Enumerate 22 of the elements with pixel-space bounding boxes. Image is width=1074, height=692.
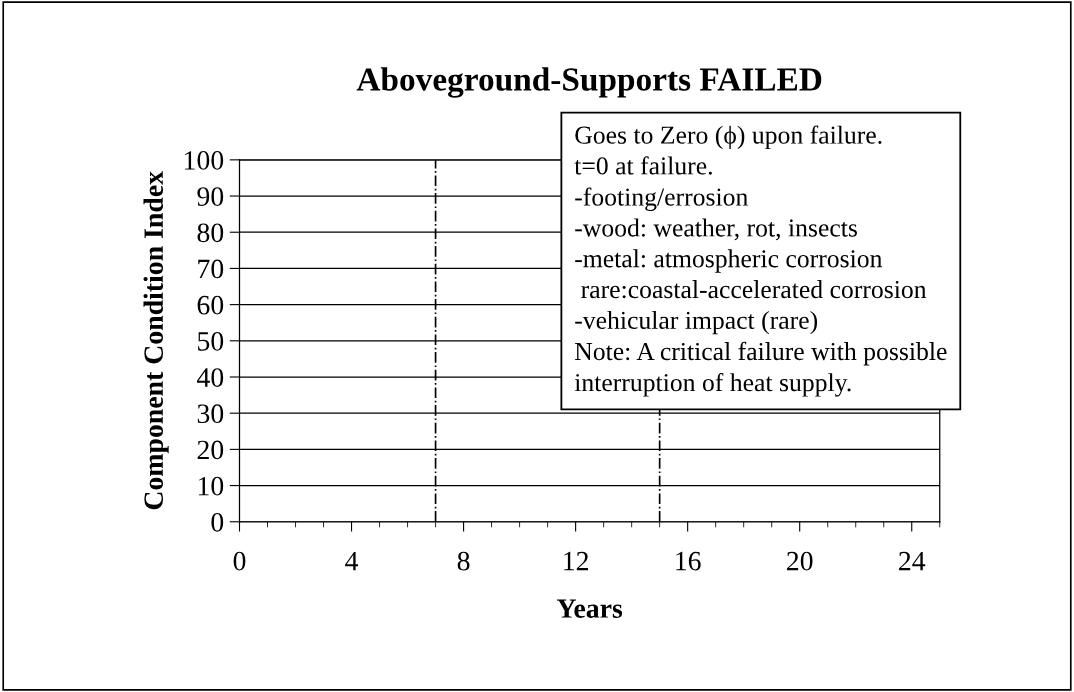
y-tick-label: 0 (211, 512, 224, 532)
text: Goes to Zero (ϕ) upon failure. t=0 at failure. -footing/errosion -wood: weather, rot, insects -metal: atmospheric corrosion rare:coastal-accelerated corrosion -vehicular impact (rare) Note: A critical failure with possible interruption of heat supply. (574, 125, 947, 397)
y-tick-label: 100 (185, 151, 224, 170)
y-tick-label: 80 (197, 223, 224, 243)
y-tick-label: 60 (197, 295, 224, 315)
y-tick-label: 20 (197, 440, 224, 460)
x-tick-label: 4 (345, 551, 359, 571)
y-tick-label: 40 (196, 368, 224, 387)
x-tick-label: 20 (787, 551, 813, 571)
chart-title: Aboveground-Supports FAILED (356, 67, 822, 98)
x-tick-label: 24 (899, 551, 926, 571)
y-tick-label: 50 (198, 331, 224, 351)
y-tick-label: 70 (198, 259, 224, 279)
x-tick-label: 16 (676, 551, 701, 571)
x-tick-label: 0 (233, 551, 246, 571)
x-tick-label: 8 (457, 551, 470, 571)
x-tick-label: 12 (564, 551, 588, 571)
y-tick-label: 90 (197, 187, 224, 206)
y-axis-title: Component Condition Index (143, 171, 169, 510)
y-tick-label: 10 (198, 476, 224, 496)
y-tick-label: 30 (197, 404, 224, 424)
x-axis-title: Years (556, 599, 623, 618)
